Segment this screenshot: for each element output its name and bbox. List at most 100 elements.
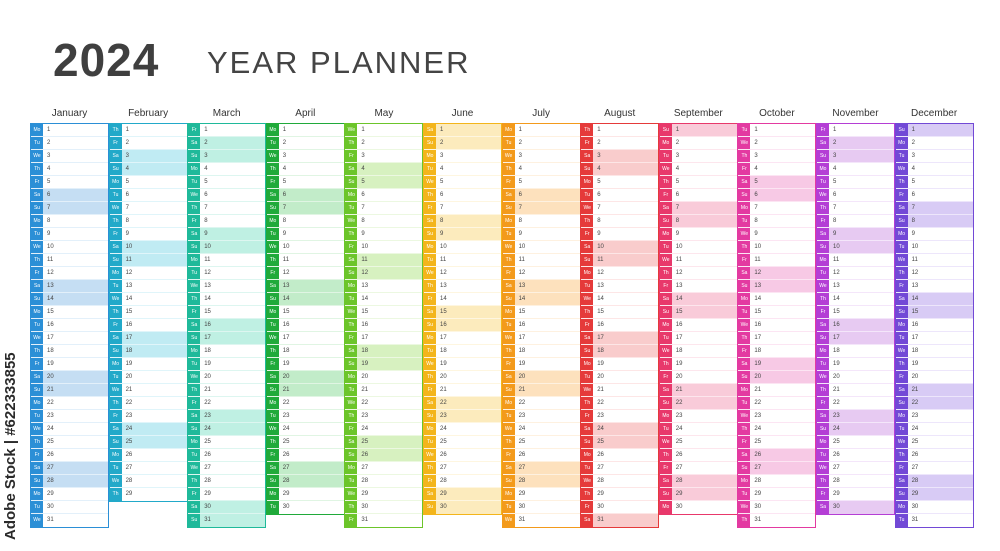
day-row[interactable]: Sa 13	[31, 280, 108, 293]
day-row[interactable]: Mo 27	[345, 462, 423, 475]
day-row[interactable]: Fr 15	[188, 306, 266, 319]
day-row[interactable]: Fr 23	[581, 410, 659, 423]
day-row[interactable]: We 31	[31, 514, 108, 527]
day-row[interactable]: Sa 16	[188, 319, 266, 332]
day-row[interactable]: Mo 25	[188, 436, 266, 449]
day-row[interactable]: Fr 24	[345, 423, 423, 436]
day-row[interactable]: Th 7	[817, 202, 894, 215]
day-row[interactable]: Tu 23	[502, 410, 580, 423]
day-row[interactable]: Th 28	[188, 475, 266, 488]
day-row[interactable]: We 8	[345, 215, 423, 228]
day-row[interactable]: Th 12	[895, 267, 973, 280]
day-row[interactable]: Mo 15	[266, 306, 344, 319]
day-row[interactable]: Mo 4	[817, 163, 894, 176]
day-row[interactable]: Tu 2	[266, 137, 344, 150]
day-row[interactable]: We 30	[738, 501, 816, 514]
day-row[interactable]: Sa 6	[502, 189, 580, 202]
day-row[interactable]: Su 10	[188, 241, 266, 254]
day-row[interactable]: Fr 18	[738, 345, 816, 358]
day-row[interactable]: Th 16	[345, 319, 423, 332]
day-row[interactable]: Fr 27	[659, 462, 737, 475]
day-row[interactable]: Mo 23	[659, 410, 737, 423]
day-row[interactable]: Mo 29	[31, 488, 108, 501]
day-row[interactable]: Fr 2	[109, 137, 187, 150]
day-row[interactable]: Tu 12	[817, 267, 894, 280]
day-row[interactable]: Th 19	[895, 358, 973, 371]
day-row[interactable]: Su 25	[109, 436, 187, 449]
day-row[interactable]: Mo 29	[266, 488, 344, 501]
day-row[interactable]: Th 8	[109, 215, 187, 228]
day-row[interactable]: We 25	[895, 436, 973, 449]
day-row[interactable]: Sa 10	[109, 241, 187, 254]
day-row[interactable]: Fr 11	[738, 254, 816, 267]
day-row[interactable]: Th 3	[738, 150, 816, 163]
day-row[interactable]: Tu 26	[817, 449, 894, 462]
day-row[interactable]: We 4	[895, 163, 973, 176]
day-row[interactable]: Tu 25	[424, 436, 501, 449]
day-row[interactable]: Mo 1	[266, 124, 344, 137]
day-row[interactable]: Sa 26	[738, 449, 816, 462]
day-row[interactable]: Th 26	[895, 449, 973, 462]
day-row[interactable]: Sa 16	[817, 319, 894, 332]
day-row[interactable]: We 4	[659, 163, 737, 176]
day-row[interactable]: Mo 11	[188, 254, 266, 267]
day-row[interactable]: Su 11	[581, 254, 659, 267]
day-row[interactable]: Mo 3	[424, 150, 501, 163]
day-row[interactable]: We 3	[266, 150, 344, 163]
day-row[interactable]: Mo 5	[581, 176, 659, 189]
day-row[interactable]: Tu 4	[424, 163, 501, 176]
day-row[interactable]: Su 2	[424, 137, 501, 150]
day-row[interactable]: Th 25	[502, 436, 580, 449]
day-row[interactable]: We 20	[817, 371, 894, 384]
day-row[interactable]: Tu 3	[895, 150, 973, 163]
day-row[interactable]: Mo 1	[502, 124, 580, 137]
day-row[interactable]: Sa 28	[895, 475, 973, 488]
day-row[interactable]: Su 6	[738, 189, 816, 202]
day-row[interactable]: Th 30	[345, 501, 423, 514]
day-row[interactable]: We 2	[738, 137, 816, 150]
day-row[interactable]: Fr 1	[817, 124, 894, 137]
day-row[interactable]: Th 25	[31, 436, 108, 449]
day-row[interactable]: Su 22	[895, 397, 973, 410]
day-row[interactable]: Mo 20	[345, 371, 423, 384]
day-row[interactable]: Mo 9	[659, 228, 737, 241]
day-row[interactable]: Fr 28	[424, 475, 501, 488]
day-row[interactable]: Fr 8	[817, 215, 894, 228]
day-row[interactable]: Tu 14	[345, 293, 423, 306]
day-row[interactable]: Tu 10	[659, 241, 737, 254]
day-row[interactable]: Sa 7	[659, 202, 737, 215]
day-row[interactable]: Fr 22	[188, 397, 266, 410]
day-row[interactable]: We 6	[188, 189, 266, 202]
day-row[interactable]: Mo 26	[109, 449, 187, 462]
day-row[interactable]: We 3	[31, 150, 108, 163]
day-row[interactable]: Fr 29	[188, 488, 266, 501]
day-row[interactable]: Fr 29	[817, 488, 894, 501]
day-row[interactable]: Su 29	[659, 488, 737, 501]
day-row[interactable]: Fr 5	[31, 176, 108, 189]
day-row[interactable]: Mo 15	[31, 306, 108, 319]
day-row[interactable]: Mo 14	[738, 293, 816, 306]
day-row[interactable]: Sa 1	[424, 124, 501, 137]
day-row[interactable]: Th 19	[659, 358, 737, 371]
day-row[interactable]: Mo 22	[266, 397, 344, 410]
day-row[interactable]: Mo 18	[188, 345, 266, 358]
day-row[interactable]: Su 3	[188, 150, 266, 163]
day-row[interactable]: Tu 9	[31, 228, 108, 241]
day-row[interactable]: Tu 30	[266, 501, 344, 514]
day-row[interactable]: We 27	[817, 462, 894, 475]
day-row[interactable]: Th 4	[266, 163, 344, 176]
day-row[interactable]: Su 18	[109, 345, 187, 358]
day-row[interactable]: Mo 18	[817, 345, 894, 358]
day-row[interactable]: We 15	[345, 306, 423, 319]
day-row[interactable]: We 10	[266, 241, 344, 254]
day-row[interactable]: Tu 16	[502, 319, 580, 332]
day-row[interactable]: Su 5	[345, 176, 423, 189]
day-row[interactable]: Tu 5	[188, 176, 266, 189]
day-row[interactable]: We 1	[345, 124, 423, 137]
day-row[interactable]: Sa 7	[895, 202, 973, 215]
day-row[interactable]: Mo 24	[424, 423, 501, 436]
day-row[interactable]: Su 21	[266, 384, 344, 397]
day-row[interactable]: We 10	[502, 241, 580, 254]
day-row[interactable]: Fr 12	[266, 267, 344, 280]
day-row[interactable]: Th 27	[424, 462, 501, 475]
